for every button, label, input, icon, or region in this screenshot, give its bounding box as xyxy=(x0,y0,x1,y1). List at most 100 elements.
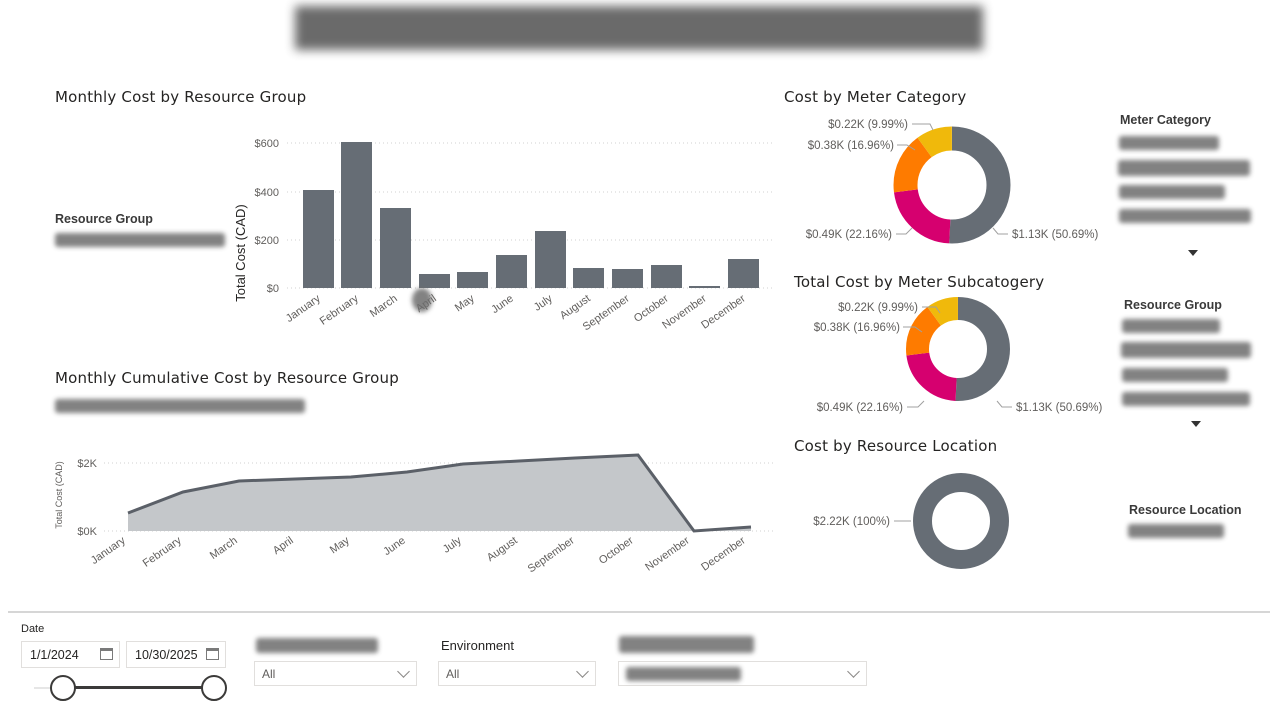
legend-resource-location-title: Resource Location xyxy=(1129,503,1242,517)
svg-text:March: March xyxy=(368,293,400,320)
bar-march[interactable] xyxy=(380,208,411,288)
calendar-icon[interactable] xyxy=(100,648,113,660)
bars xyxy=(303,142,759,288)
svg-text:$2.22K (100%): $2.22K (100%) xyxy=(813,516,890,528)
svg-text:June: June xyxy=(489,293,515,317)
start-date-value: 1/1/2024 xyxy=(30,647,79,662)
donut-meter-category: $0.22K (9.99%) $0.38K (16.96%) $0.49K (2… xyxy=(806,119,1098,244)
svg-text:July: July xyxy=(532,292,555,313)
svg-text:$0.22K (9.99%): $0.22K (9.99%) xyxy=(838,302,918,314)
start-date-input[interactable]: 1/1/2024 xyxy=(21,641,120,668)
svg-text:April: April xyxy=(271,535,296,557)
bar-x-axis-labels: January February March April May June Ju… xyxy=(284,292,748,333)
resource-group-card-value xyxy=(55,233,225,247)
area-chart-title: Monthly Cumulative Cost by Resource Grou… xyxy=(55,369,399,387)
bar-chart: Total Cost (CAD) $600 $400 $200 $0 Janua… xyxy=(233,138,775,333)
legend-item[interactable] xyxy=(1121,342,1251,358)
bar-december[interactable] xyxy=(728,259,759,288)
area-line[interactable] xyxy=(127,453,752,533)
filter3-label xyxy=(619,636,754,653)
filter1-label xyxy=(256,638,378,653)
scroll-down-icon[interactable] xyxy=(1188,250,1198,256)
filter3-dropdown[interactable] xyxy=(618,661,867,686)
legend-item[interactable] xyxy=(1118,160,1250,176)
y-tick: $0K xyxy=(77,526,97,538)
area-chart-subtitle xyxy=(55,399,305,413)
donut-meter-category-title: Cost by Meter Category xyxy=(784,88,967,106)
slice-gray[interactable] xyxy=(913,473,1009,569)
end-date-input[interactable]: 10/30/2025 xyxy=(126,641,226,668)
bar-february[interactable] xyxy=(341,142,372,288)
slice-gray[interactable] xyxy=(906,297,1010,401)
bar-january[interactable] xyxy=(303,190,334,288)
donut-meter-subcategory-title: Total Cost by Meter Subcatogery xyxy=(794,273,1045,291)
svg-text:$0.38K (16.96%): $0.38K (16.96%) xyxy=(814,322,900,334)
svg-text:February: February xyxy=(141,534,184,569)
scroll-down-icon[interactable] xyxy=(1191,421,1201,427)
legend-item[interactable] xyxy=(1122,392,1250,406)
date-slider-end-handle[interactable] xyxy=(201,675,227,701)
y-tick: $200 xyxy=(255,235,279,247)
bar-august[interactable] xyxy=(573,268,604,288)
slice-gray[interactable] xyxy=(893,126,1011,244)
bar-september[interactable] xyxy=(612,269,643,288)
chevron-down-icon xyxy=(847,665,860,678)
donut-location-title: Cost by Resource Location xyxy=(794,437,998,455)
svg-text:July: July xyxy=(441,534,464,555)
svg-text:October: October xyxy=(597,534,636,566)
environment-filter-label: Environment xyxy=(441,638,514,653)
bar-y-axis-title: Total Cost (CAD) xyxy=(233,204,248,302)
date-slider-range[interactable] xyxy=(62,686,214,689)
svg-text:January: January xyxy=(89,534,128,567)
bar-april[interactable] xyxy=(419,274,450,288)
legend-item[interactable] xyxy=(1119,209,1251,223)
area-y-axis-title: Total Cost (CAD) xyxy=(54,461,64,529)
y-tick: $600 xyxy=(255,138,279,150)
bar-july[interactable] xyxy=(535,231,566,288)
calendar-icon[interactable] xyxy=(206,648,219,660)
legend-item[interactable] xyxy=(1122,368,1228,382)
legend-item[interactable] xyxy=(1122,319,1220,333)
bar-october[interactable] xyxy=(651,265,682,288)
svg-text:$1.13K (50.69%): $1.13K (50.69%) xyxy=(1016,402,1102,414)
svg-text:January: January xyxy=(284,292,323,325)
filters-divider xyxy=(8,611,1270,613)
bar-chart-title: Monthly Cost by Resource Group xyxy=(55,88,307,106)
legend-resource-group-title: Resource Group xyxy=(1124,298,1222,312)
bar-november[interactable] xyxy=(689,286,720,288)
filter3-value xyxy=(626,666,741,681)
svg-text:$0.49K (22.16%): $0.49K (22.16%) xyxy=(806,229,892,241)
resource-group-card-label: Resource Group xyxy=(55,212,153,226)
svg-text:March: March xyxy=(208,535,240,562)
svg-text:December: December xyxy=(699,292,748,331)
svg-text:June: June xyxy=(381,535,407,559)
area-x-axis-labels: January February March April May June Ju… xyxy=(89,534,748,575)
svg-text:February: February xyxy=(318,292,361,327)
filter1-dropdown[interactable]: All xyxy=(254,661,417,686)
bar-may[interactable] xyxy=(457,272,488,288)
bar-chart-gridlines xyxy=(287,142,775,289)
date-filter-label: Date xyxy=(21,623,45,635)
svg-text:$0.22K (9.99%): $0.22K (9.99%) xyxy=(828,119,908,131)
bar-june[interactable] xyxy=(496,255,527,288)
slice-orange[interactable] xyxy=(893,126,1011,244)
report-title xyxy=(295,6,983,50)
svg-text:$1.13K (50.69%): $1.13K (50.69%) xyxy=(1012,229,1098,241)
donut-location: $2.22K (100%) xyxy=(813,473,1009,569)
filter1-value: All xyxy=(262,666,276,681)
area-chart: Total Cost (CAD) $2K $0K January Februar… xyxy=(54,453,775,575)
legend-meter-category-title: Meter Category xyxy=(1120,113,1211,127)
svg-text:May: May xyxy=(453,292,477,314)
date-slider-start-handle[interactable] xyxy=(50,675,76,701)
legend-item[interactable] xyxy=(1119,185,1225,199)
y-tick: $2K xyxy=(77,458,97,470)
y-tick: $400 xyxy=(255,187,279,199)
environment-value: All xyxy=(446,666,460,681)
svg-text:September: September xyxy=(526,534,577,575)
environment-dropdown[interactable]: All xyxy=(438,661,596,686)
chevron-down-icon xyxy=(397,665,410,678)
svg-text:November: November xyxy=(643,534,692,573)
slice-orange[interactable] xyxy=(906,297,1010,401)
legend-item[interactable] xyxy=(1119,136,1219,150)
legend-item[interactable] xyxy=(1128,524,1224,538)
